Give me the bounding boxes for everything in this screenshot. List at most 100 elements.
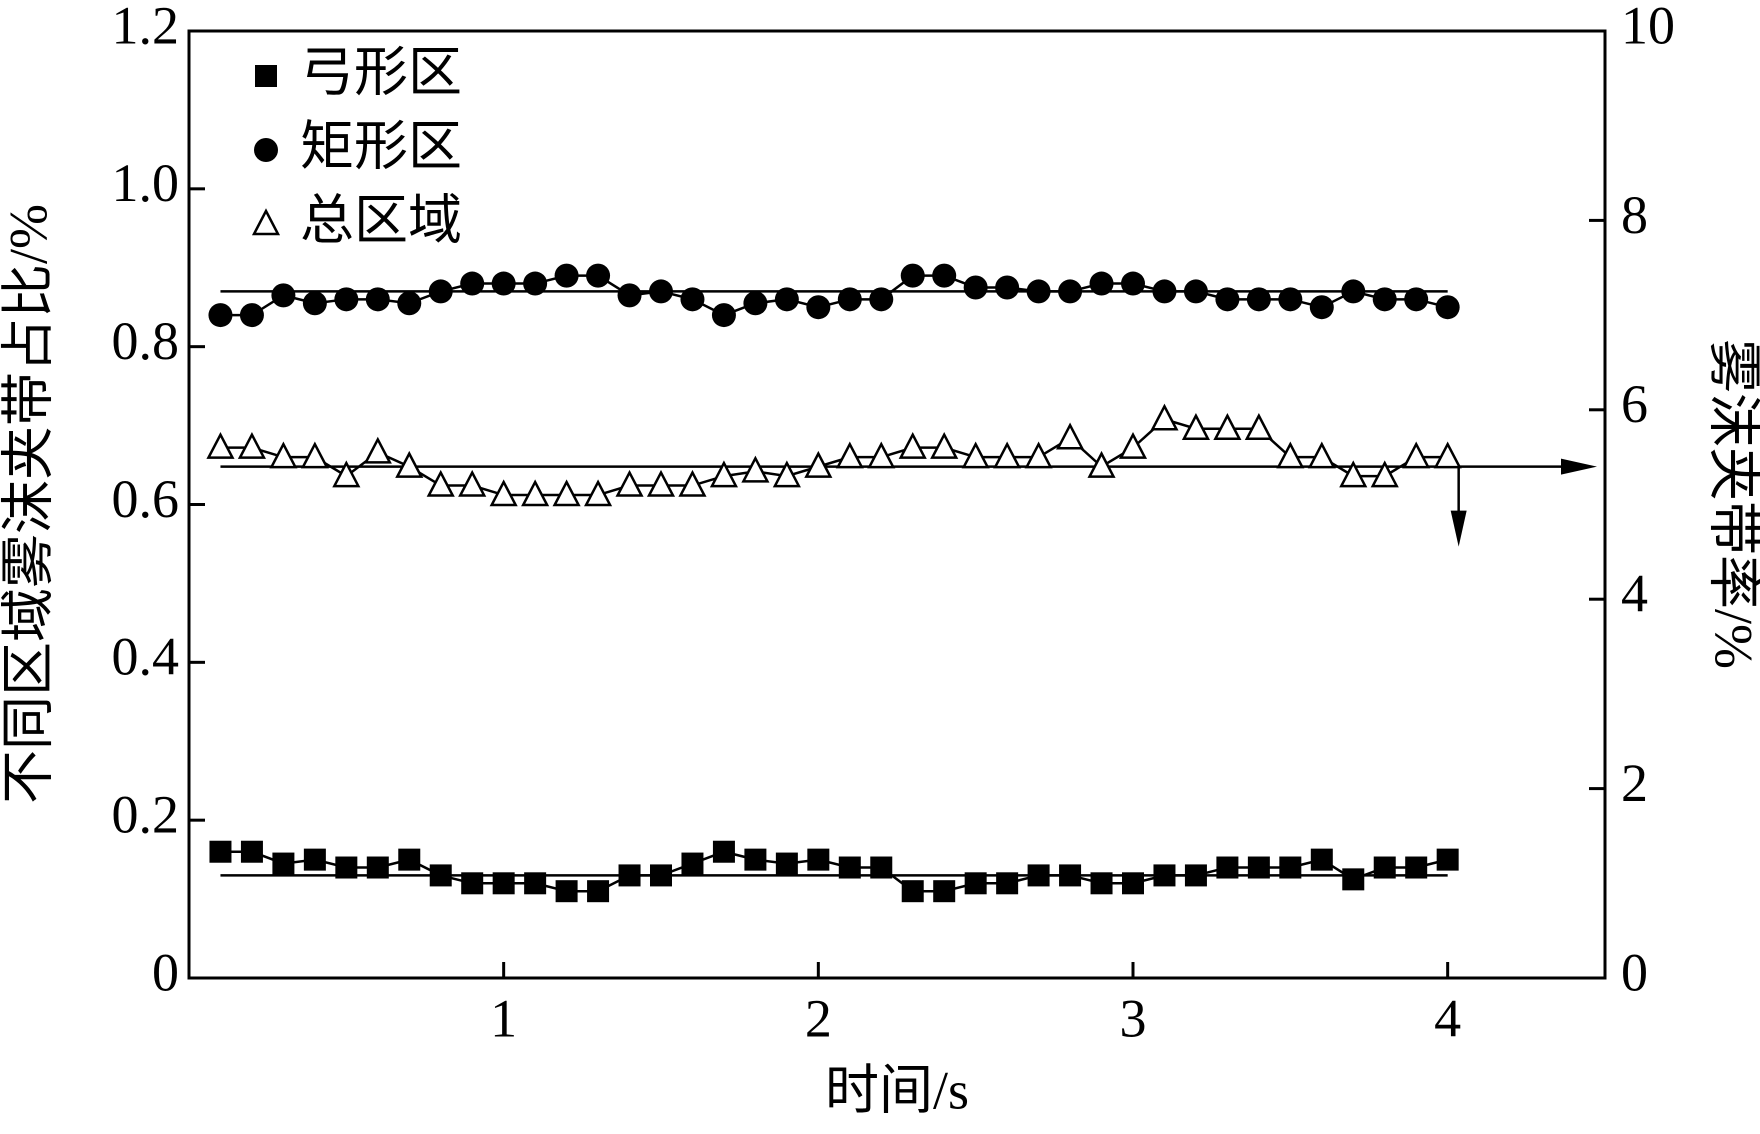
circle-marker bbox=[837, 287, 862, 312]
y2-tick-label: 4 bbox=[1621, 564, 1648, 624]
circle-marker bbox=[554, 263, 579, 288]
square-marker bbox=[1279, 856, 1302, 879]
square-marker bbox=[1216, 856, 1239, 879]
circle-marker bbox=[428, 279, 453, 304]
square-marker bbox=[429, 864, 452, 887]
triangle-marker bbox=[458, 469, 487, 497]
triangle-marker bbox=[804, 450, 833, 478]
triangle-marker bbox=[678, 469, 707, 497]
triangle-marker bbox=[1056, 422, 1085, 450]
triangle-marker bbox=[1181, 413, 1210, 440]
x-tick-label: 2 bbox=[805, 988, 832, 1048]
x-axis-label: 时间/s bbox=[825, 1060, 969, 1120]
square-marker bbox=[618, 864, 641, 887]
square-marker bbox=[555, 880, 578, 903]
y-tick-label: 0.4 bbox=[112, 627, 180, 687]
circle-marker bbox=[711, 303, 736, 328]
circle-marker bbox=[1121, 271, 1145, 296]
triangle-marker bbox=[930, 431, 959, 459]
triangle-marker bbox=[206, 431, 235, 459]
triangle-marker bbox=[1244, 413, 1273, 440]
circle-marker bbox=[1309, 295, 1334, 320]
circle-marker bbox=[869, 287, 894, 312]
circle-marker bbox=[1372, 287, 1397, 312]
triangle-marker bbox=[961, 441, 990, 469]
circle-marker bbox=[774, 287, 799, 312]
circle-marker bbox=[1183, 279, 1208, 304]
triangle-marker bbox=[867, 441, 896, 469]
square-marker bbox=[398, 848, 421, 871]
triangle-marker bbox=[1024, 441, 1053, 469]
circle-marker bbox=[995, 275, 1020, 300]
y-tick-label: 1.2 bbox=[112, 0, 180, 55]
circle-marker bbox=[460, 271, 485, 296]
square-marker bbox=[1027, 864, 1050, 887]
triangle-marker bbox=[552, 479, 581, 507]
y2-tick-label: 10 bbox=[1621, 0, 1675, 55]
circle-marker bbox=[1246, 287, 1271, 312]
square-marker bbox=[209, 840, 232, 863]
legend-label: 弓形区 bbox=[300, 42, 462, 102]
square-marker bbox=[901, 880, 924, 903]
circle-marker bbox=[1215, 287, 1240, 312]
square-marker bbox=[933, 880, 956, 903]
circle-marker bbox=[1278, 287, 1303, 312]
square-marker bbox=[775, 852, 798, 875]
arrow-head bbox=[1450, 510, 1467, 547]
triangle-marker bbox=[521, 479, 550, 507]
circle-marker bbox=[1435, 295, 1460, 320]
triangle-marker bbox=[1402, 441, 1431, 469]
square-marker bbox=[964, 872, 987, 895]
triangle-marker bbox=[615, 469, 644, 497]
square-marker bbox=[870, 856, 893, 879]
triangle-marker bbox=[898, 431, 927, 459]
arrow-head bbox=[1561, 458, 1597, 475]
circle-marker bbox=[254, 138, 278, 162]
circle-marker bbox=[1058, 279, 1083, 304]
circle-marker bbox=[334, 287, 359, 312]
x-tick-label: 1 bbox=[490, 988, 517, 1048]
circle-marker bbox=[365, 287, 390, 312]
triangle-marker bbox=[646, 469, 676, 497]
circle-marker bbox=[491, 271, 516, 296]
triangle-marker bbox=[489, 479, 518, 507]
square-marker bbox=[335, 856, 358, 879]
circle-marker bbox=[680, 287, 705, 312]
x-tick-label: 3 bbox=[1120, 988, 1147, 1048]
series-line bbox=[220, 850, 1448, 893]
square-marker bbox=[255, 65, 277, 87]
triangle-marker bbox=[1433, 441, 1462, 469]
circle-marker bbox=[239, 303, 264, 328]
circle-marker bbox=[806, 295, 831, 320]
x-tick-label: 4 bbox=[1434, 988, 1461, 1048]
square-marker bbox=[1059, 864, 1082, 887]
circle-marker bbox=[900, 263, 925, 288]
circle-marker bbox=[271, 283, 296, 308]
square-marker bbox=[1122, 872, 1144, 895]
square-marker bbox=[712, 840, 735, 863]
circle-marker bbox=[523, 271, 548, 296]
square-marker bbox=[461, 872, 484, 895]
triangle-marker bbox=[993, 441, 1022, 469]
y2-tick-label: 8 bbox=[1621, 185, 1648, 245]
square-marker bbox=[1405, 856, 1428, 879]
triangle-marker bbox=[363, 436, 392, 464]
square-marker bbox=[492, 872, 515, 895]
square-marker bbox=[996, 872, 1019, 895]
triangle-marker bbox=[1087, 450, 1116, 478]
triangle-marker bbox=[426, 469, 455, 497]
triangle-marker bbox=[1118, 431, 1148, 459]
triangle-marker bbox=[269, 441, 298, 469]
triangle-marker bbox=[741, 455, 770, 483]
triangle-marker bbox=[709, 460, 738, 488]
y2-tick-label: 6 bbox=[1621, 374, 1648, 434]
circle-marker bbox=[617, 283, 642, 308]
square-marker bbox=[1310, 848, 1333, 871]
circle-marker bbox=[1341, 279, 1366, 304]
triangle-marker bbox=[332, 460, 361, 488]
triangle-marker bbox=[1339, 460, 1368, 488]
circle-marker bbox=[963, 275, 988, 300]
triangle-marker bbox=[1213, 413, 1242, 440]
series-line bbox=[220, 274, 1448, 317]
